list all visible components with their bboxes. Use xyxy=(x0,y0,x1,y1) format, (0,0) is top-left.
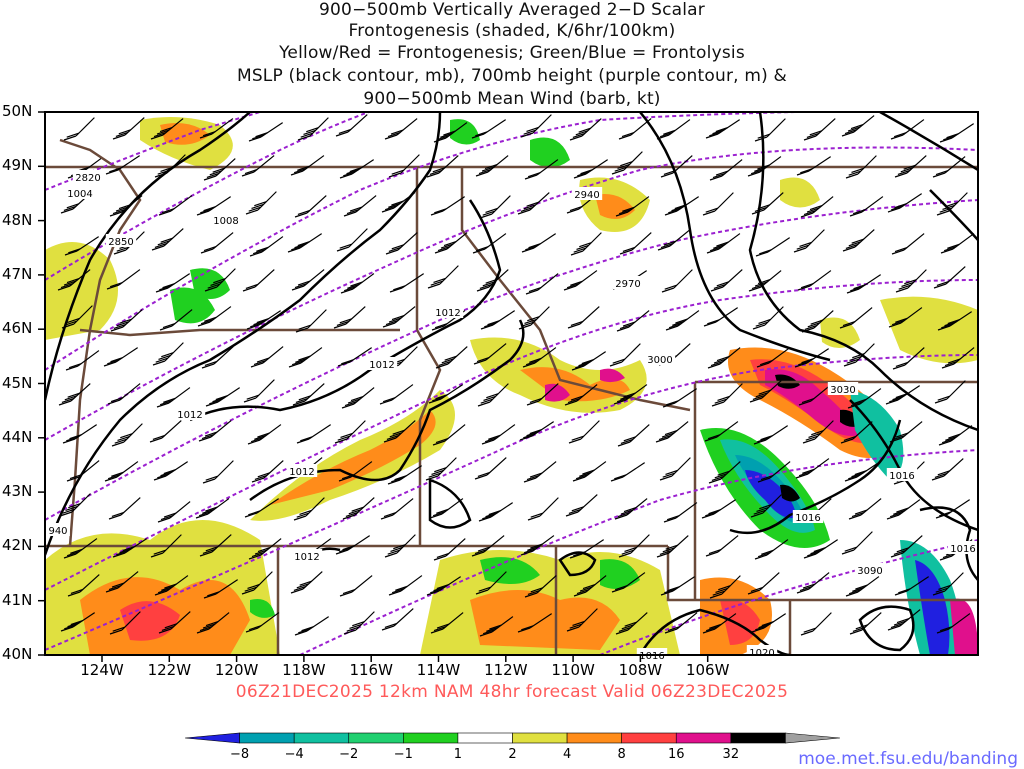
colorbar-label: −4 xyxy=(284,747,304,762)
latitude-label: 44N xyxy=(2,427,33,446)
latitude-label: 50N xyxy=(2,102,33,120)
longitude-label: 106W xyxy=(685,661,730,679)
contour-label: 1016 xyxy=(889,471,914,482)
title-line-5: 900−500mb Mean Wind (barb, kt) xyxy=(363,89,661,109)
contour-label: 1012 xyxy=(435,308,460,319)
colorbar-swatch xyxy=(403,732,459,744)
latitude-label: 46N xyxy=(2,319,33,338)
colorbar-label: −8 xyxy=(229,747,250,762)
contour-label-bg xyxy=(432,305,464,318)
longitude-label: 122W xyxy=(147,661,192,679)
contour-label-bg xyxy=(210,213,242,226)
colorbar-label: 2 xyxy=(508,747,517,762)
contour-label: 1012 xyxy=(369,360,394,371)
colorbar-label: 4 xyxy=(562,747,572,762)
contour-label-bg xyxy=(174,407,206,420)
colorbar-swatch xyxy=(457,732,513,744)
contour-label-bg xyxy=(72,170,104,183)
colorbar-swatch xyxy=(566,732,622,744)
contour-label: 1016 xyxy=(795,513,820,524)
contour-label: 1012 xyxy=(289,467,314,478)
latitude-label: 42N xyxy=(2,536,33,555)
colorbar-label: 8 xyxy=(617,747,626,762)
contour-label: 940 xyxy=(48,526,67,537)
latitude-label: 47N xyxy=(2,264,33,283)
longitude-label: 110W xyxy=(551,661,595,679)
source-link[interactable]: moe.met.fsu.edu/banding xyxy=(798,749,1018,769)
longitude-label: 114W xyxy=(416,661,461,679)
contour-label-bg xyxy=(64,186,96,199)
contour-label-bg xyxy=(46,523,70,536)
latitude-label: 40N xyxy=(2,645,33,663)
contour-label: 1016 xyxy=(950,544,975,555)
latitude-label: 43N xyxy=(2,482,33,501)
latitude-label: 48N xyxy=(2,210,33,229)
longitude-label: 112W xyxy=(484,661,528,679)
wind-barbs xyxy=(57,114,975,637)
contour-label-bg xyxy=(366,357,398,370)
latitude-label: 41N xyxy=(2,590,33,609)
colorbar-label: 1 xyxy=(453,747,463,762)
axis-ticks xyxy=(38,111,709,662)
longitude-label: 120W xyxy=(214,661,259,679)
colorbar-swatch xyxy=(785,732,841,744)
contour-label: 1012 xyxy=(294,552,319,563)
contour-label: 1012 xyxy=(177,410,202,421)
contour-label-bg xyxy=(612,276,644,289)
colorbar-swatch xyxy=(184,732,240,744)
colorbar-swatch xyxy=(293,732,350,744)
colorbar-swatch xyxy=(621,732,677,744)
contour-label-bg xyxy=(886,468,918,481)
contour-label: 2970 xyxy=(615,279,640,290)
colorbar xyxy=(184,732,841,744)
colorbar-label: −1 xyxy=(393,747,413,762)
state-borders xyxy=(45,138,978,655)
contour-label: 2850 xyxy=(108,237,133,248)
contour-label: 1020 xyxy=(749,648,774,659)
contour-label: 1008 xyxy=(213,216,238,227)
contour-label-bg xyxy=(286,464,318,477)
contour-label: 2820 xyxy=(75,173,100,184)
title-line-3: Yellow/Red = Frontogenesis; Green/Blue =… xyxy=(279,43,745,63)
contour-labels: 1004 1008 1012 1012 1012 1012 1012 1016 1016 1016… xyxy=(46,170,979,662)
colorbar-swatch xyxy=(675,732,732,744)
longitude-label: 124W xyxy=(80,661,124,679)
colorbar-label: −2 xyxy=(339,747,359,762)
title-line-4: MSLP (black contour, mb), 700mb height (… xyxy=(236,66,788,86)
longitude-label: 116W xyxy=(349,661,393,679)
contour-label: 2940 xyxy=(574,190,599,201)
contour-label-bg xyxy=(854,563,886,576)
colorbar-swatch xyxy=(239,732,295,744)
colorbar-label: 16 xyxy=(667,747,685,762)
contour-label-bg xyxy=(571,187,603,200)
contour-label: 1016 xyxy=(639,651,664,662)
longitude-label: 108W xyxy=(618,661,663,679)
contour-label: 3000 xyxy=(647,355,672,366)
contour-label-bg xyxy=(792,510,824,523)
colorbar-label: 32 xyxy=(722,747,740,762)
colorbar-swatch xyxy=(730,732,786,744)
contour-label-bg xyxy=(105,234,137,247)
latitude-label: 49N xyxy=(2,156,33,175)
contour-label-bg xyxy=(827,382,859,395)
contour-label-bg xyxy=(947,541,979,554)
contour-label-bg xyxy=(644,352,676,365)
contour-label: 3090 xyxy=(857,566,882,577)
longitude-label: 118W xyxy=(282,661,326,679)
title-line-1: 900−500mb Vertically Averaged 2−D Scalar xyxy=(319,0,705,20)
colorbar-swatch xyxy=(512,732,568,744)
title-line-2: Frontogenesis (shaded, K/6hr/100km) xyxy=(348,21,676,41)
forecast-valid-line: 06Z21DEC2025 12km NAM 48hr forecast Vali… xyxy=(235,682,789,702)
contour-label: 3030 xyxy=(830,385,855,396)
colorbar-swatch xyxy=(348,732,404,744)
contour-label-bg xyxy=(291,549,323,562)
latitude-label: 45N xyxy=(2,373,33,392)
contour-label: 1004 xyxy=(67,189,92,200)
